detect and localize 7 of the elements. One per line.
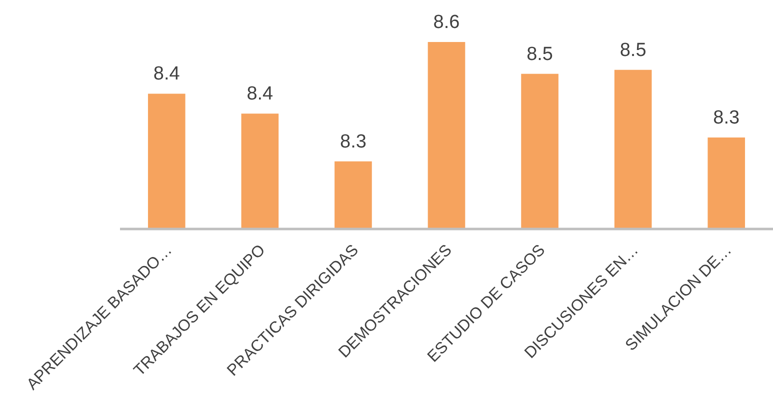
- data-label: 8.4: [153, 64, 180, 85]
- data-label: 8.5: [526, 44, 553, 65]
- data-label: 8.4: [246, 84, 274, 105]
- data-label: 8.3: [340, 131, 366, 152]
- data-label: 8.3: [713, 107, 740, 128]
- data-label: 8.6: [433, 12, 460, 33]
- data-label: 8.5: [620, 40, 646, 61]
